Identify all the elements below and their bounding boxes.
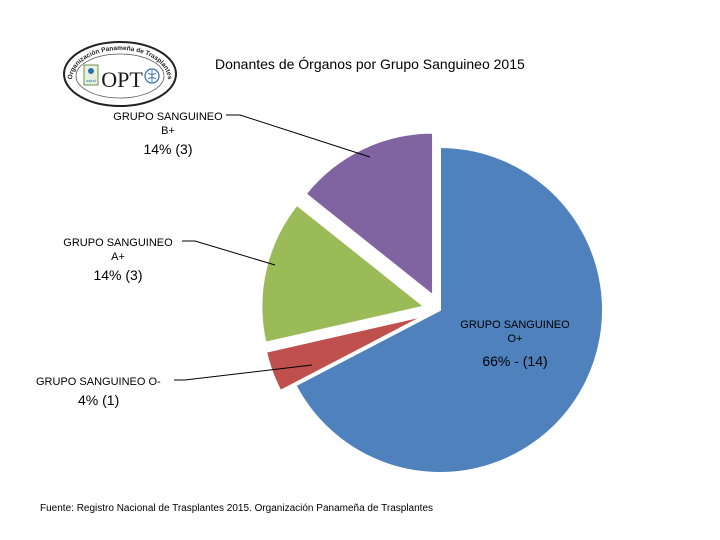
label-b-pos: GRUPO SANGUINEO B+ 14% (3) [102, 110, 234, 158]
label-o-pos: GRUPO SANGUINEO O+ 66% - (14) [449, 318, 581, 370]
slice-a-pos [260, 203, 427, 344]
label-o-neg-name: GRUPO SANGUINEO O- [36, 376, 161, 388]
slice-o-pos [294, 145, 604, 474]
leader-a-pos [182, 240, 276, 266]
slice-b-pos [304, 131, 435, 298]
opt-logo: Organización Panameña de Trasplantes sal… [63, 41, 177, 107]
chart-title: Donantes de Órganos por Grupo Sanguineo … [215, 56, 525, 72]
slice-o-neg [264, 314, 426, 393]
logo-opt-text: OPT [101, 67, 143, 92]
svg-text:salud: salud [86, 78, 96, 83]
label-o-neg: GRUPO SANGUINEO O- 4% (1) [36, 375, 176, 409]
label-a-pos-name: GRUPO SANGUINEO A+ [63, 237, 173, 263]
salud-emblem [83, 64, 99, 86]
label-b-pos-name: GRUPO SANGUINEO B+ [113, 111, 223, 137]
label-a-pos: GRUPO SANGUINEO A+ 14% (3) [52, 236, 184, 284]
label-b-pos-percent: 14% (3) [143, 141, 193, 157]
label-a-pos-percent: 14% (3) [93, 267, 143, 283]
source-note: Fuente: Registro Nacional de Trasplantes… [40, 503, 434, 514]
leader-b-pos [226, 114, 371, 158]
leader-o-neg [174, 364, 313, 381]
label-o-pos-percent: 66% - (14) [482, 353, 548, 369]
label-o-pos-name: GRUPO SANGUINEO O+ [460, 319, 570, 345]
label-o-neg-percent: 4% (1) [78, 392, 120, 408]
